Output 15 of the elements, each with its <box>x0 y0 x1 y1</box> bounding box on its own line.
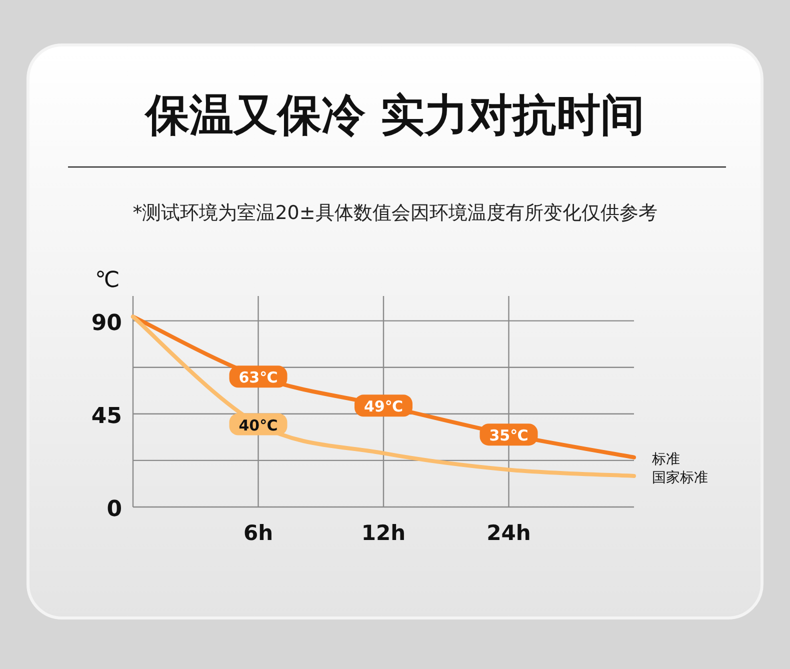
x-tick-label: 6h <box>243 521 274 545</box>
y-axis-title: ℃ <box>95 268 120 293</box>
y-tick-label: 45 <box>91 404 122 429</box>
y-tick-label: 90 <box>91 310 122 336</box>
data-label: 35℃ <box>489 426 528 445</box>
x-tick-label: 24h <box>486 521 531 545</box>
x-tick-label: 12h <box>361 521 406 545</box>
data-label: 63℃ <box>238 368 278 387</box>
chart-subtitle: *测试环境为室温20±具体数值会因环境温度有所变化仅供参考 <box>132 202 658 224</box>
series-label: 标准 <box>651 451 680 468</box>
data-label: 40℃ <box>238 416 278 434</box>
y-tick-label: 0 <box>106 497 122 522</box>
data-label: 49℃ <box>364 398 404 416</box>
chart-title: 保温又保冷 实力对抗时间 <box>143 90 645 141</box>
series-label: 国家标准 <box>652 470 708 486</box>
